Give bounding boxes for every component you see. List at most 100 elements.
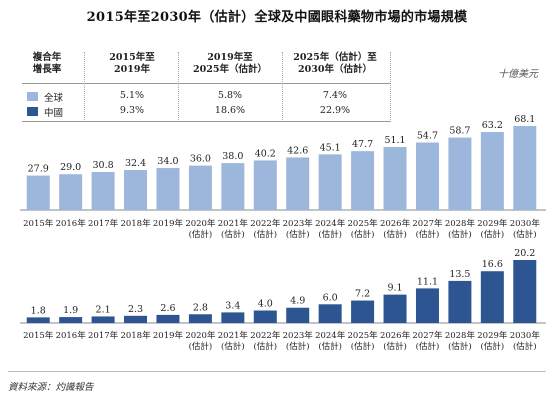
tick-label-1-0-0: 2015年 [23,330,54,341]
tick-label-1-11-1: (估計) [383,341,407,352]
data-label-1-9: 6.0 [323,292,338,303]
data-label-0-2: 30.8 [93,160,114,171]
bar-0-11 [383,146,407,210]
bar-0-3 [124,170,148,210]
tick-label-0-13-0: 2028年 [445,218,476,229]
bar-1-12 [415,288,439,323]
data-label-1-1: 1.9 [63,305,78,316]
data-label-0-3: 32.4 [125,158,146,169]
tick-label-1-14-0: 2029年 [477,330,508,341]
bar-1-9 [318,304,342,323]
tick-label-0-8-0: 2023年 [283,218,314,229]
tick-label-0-8-1: (估計) [286,229,310,240]
data-label-0-9: 45.1 [320,142,341,153]
tick-label-0-15-0: 2030年 [510,218,541,229]
bar-0-4 [156,168,180,210]
tick-label-0-9-1: (估計) [318,229,342,240]
cagr-header-period1-line2: 2019年 [114,64,150,75]
bar-0-1 [59,174,83,210]
cagr-header-period1: 2015年至 2019年 [92,52,172,76]
bar-0-14 [480,132,504,210]
cagr-header-label: 複合年 增長率 [22,52,72,76]
tick-label-0-11-1: (估計) [383,229,407,240]
cagr-divider-2 [178,52,179,122]
cagr-header-period1-line1: 2015年至 [109,52,155,63]
cagr-header-period3-line2: 2030年（估計） [298,64,372,75]
data-label-1-14: 16.6 [482,259,503,270]
bar-0-2 [91,172,115,210]
tick-label-0-13-1: (估計) [448,229,472,240]
tick-label-1-15-1: (估計) [513,341,537,352]
tick-label-0-7-0: 2022年 [250,218,281,229]
bar-1-10 [351,300,375,323]
cagr-global-2015-2019: 5.1% [119,90,145,101]
tick-label-1-10-0: 2025年 [348,330,379,341]
data-label-0-1: 29.0 [60,162,81,173]
cagr-header-period2-line1: 2019年至 [207,52,253,63]
data-label-1-11: 9.1 [387,283,402,294]
data-label-1-15: 20.2 [514,248,535,259]
cagr-header-rule [22,83,390,84]
data-label-1-6: 3.4 [225,300,240,311]
bar-1-13 [448,280,472,323]
tick-label-1-13-0: 2028年 [445,330,476,341]
cagr-divider-3 [282,52,283,122]
tick-label-1-9-1: (估計) [318,341,342,352]
tick-label-1-3-0: 2018年 [120,330,151,341]
tick-label-0-2-0: 2017年 [88,218,119,229]
data-label-1-3: 2.3 [128,304,143,315]
tick-label-1-1-0: 2016年 [56,330,87,341]
tick-label-0-14-1: (估計) [481,229,505,240]
data-label-0-8: 42.6 [287,145,308,156]
tick-label-0-3-0: 2018年 [120,218,151,229]
source-note: 資料來源：灼識報告 [8,382,94,393]
bar-1-14 [480,271,504,323]
bar-1-4 [156,314,180,323]
bar-0-6 [221,163,245,210]
data-label-0-0: 27.9 [28,164,49,175]
cagr-global-2019-2025: 5.8% [217,90,243,101]
data-label-1-0: 1.8 [31,305,46,316]
bar-1-2 [91,316,115,323]
bar-1-11 [383,294,407,323]
cagr-china-2025-2030: 22.9% [319,105,351,116]
data-label-1-12: 11.1 [417,276,438,287]
bar-0-0 [26,175,50,210]
legend-swatch-global [27,92,38,101]
cagr-global-2025-2030: 7.4% [322,90,348,101]
tick-label-1-14-1: (估計) [481,341,505,352]
tick-label-1-12-1: (估計) [416,341,440,352]
tick-label-1-15-0: 2030年 [510,330,541,341]
cagr-bottom-rule [22,121,390,122]
cagr-header-label-line2: 增長率 [32,64,62,75]
tick-label-0-12-0: 2027年 [412,218,443,229]
cagr-china-2015-2019: 9.3% [119,105,145,116]
cagr-divider-4 [390,52,391,122]
cagr-header-period2: 2019年至 2025年（估計） [180,52,280,76]
tick-label-1-5-0: 2020年 [185,330,216,341]
unit-label: 十億美元 [498,69,538,80]
data-label-0-12: 54.7 [417,131,438,142]
bar-1-0 [26,317,50,323]
legend-label-global: 全球 [44,93,64,104]
bar-1-3 [124,315,148,323]
cagr-china-2019-2025: 18.6% [214,105,246,116]
tick-label-1-5-1: (估計) [189,341,213,352]
data-label-1-8: 4.9 [290,296,305,307]
tick-label-1-11-0: 2026年 [380,330,411,341]
data-label-0-14: 63.2 [482,120,503,131]
tick-label-1-10-1: (估計) [351,341,375,352]
data-label-0-5: 36.0 [190,154,211,165]
tick-label-1-7-1: (估計) [253,341,277,352]
tick-label-0-10-0: 2025年 [348,218,379,229]
tick-label-1-8-0: 2023年 [283,330,314,341]
tick-label-0-6-0: 2021年 [218,218,249,229]
bar-1-6 [221,312,245,323]
data-label-1-7: 4.0 [258,299,273,310]
tick-label-0-11-0: 2026年 [380,218,411,229]
cagr-header-period2-line2: 2025年（估計） [193,64,267,75]
tick-label-0-0-0: 2015年 [23,218,54,229]
data-label-1-4: 2.6 [160,303,175,314]
bar-1-5 [188,314,212,323]
